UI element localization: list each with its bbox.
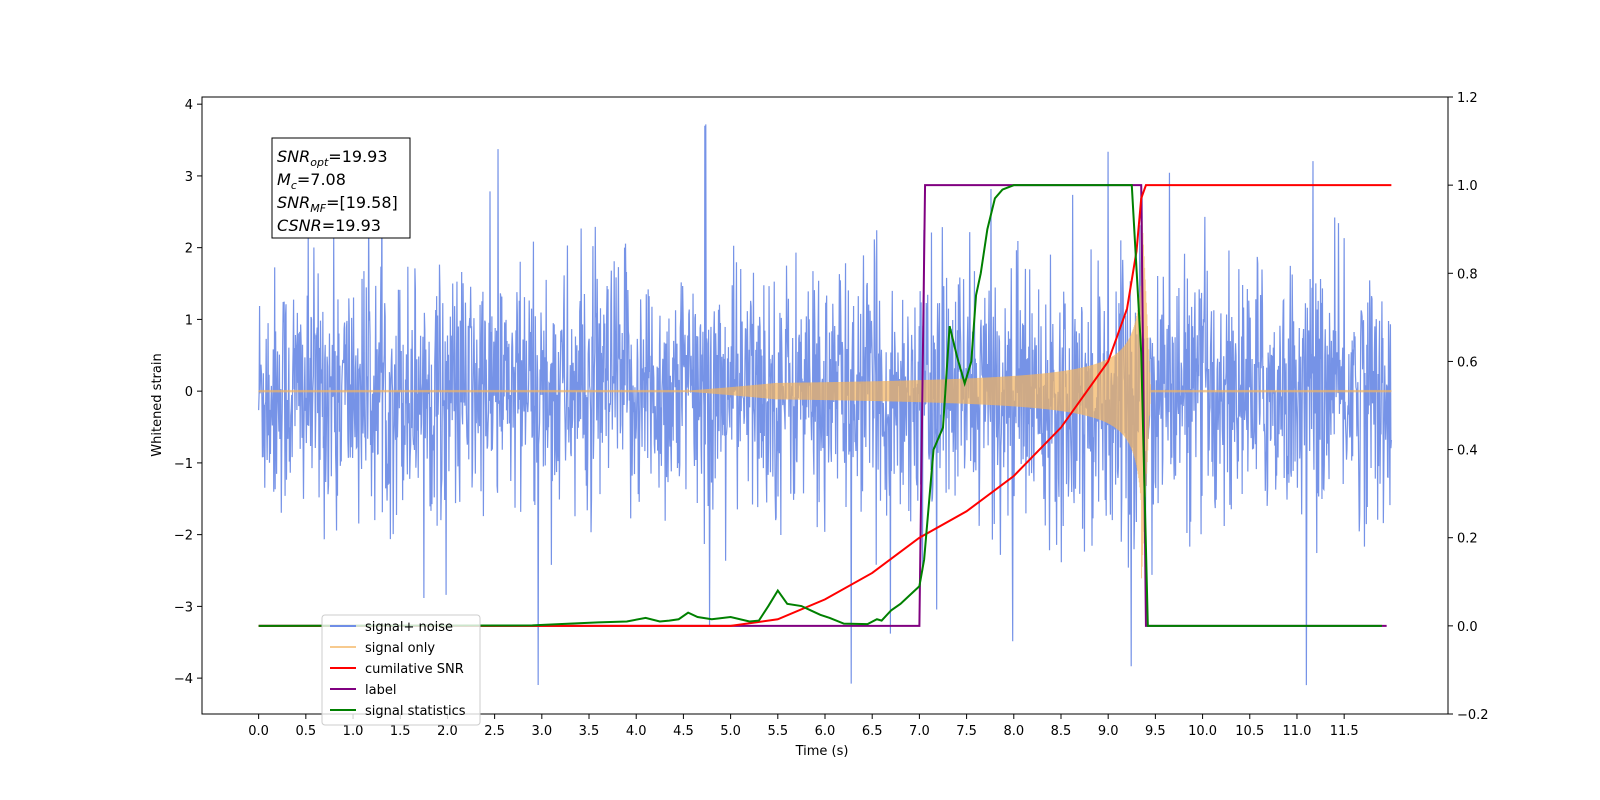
x-tick-label: 0.0 xyxy=(248,724,269,739)
x-tick-label: 7.5 xyxy=(956,724,977,739)
y-tick-label: 0 xyxy=(185,385,193,400)
y-axis-left: 4 3 2 1 0 −1 −2 −3 −4 xyxy=(174,98,202,687)
series-signal-only-line xyxy=(258,198,1392,579)
y-axis-title: Whitened strain xyxy=(150,353,165,456)
y-tick-label: −1 xyxy=(174,457,193,472)
x-tick-label: 6.5 xyxy=(862,724,883,739)
y2-tick-label: 0.8 xyxy=(1457,267,1478,282)
x-axis-title: Time (s) xyxy=(795,744,849,759)
legend-label: label xyxy=(365,683,396,698)
x-tick-label: 3.5 xyxy=(579,724,600,739)
y2-tick-label: −0.2 xyxy=(1457,708,1489,723)
annotation-line: SNRMF=[19.58] xyxy=(277,193,398,215)
x-tick-label: 0.5 xyxy=(295,724,316,739)
x-tick-label: 6.0 xyxy=(815,724,836,739)
x-tick-label: 11.5 xyxy=(1330,724,1359,739)
annotation-line: CSNR=19.93 xyxy=(277,216,381,235)
legend-label: signal only xyxy=(365,641,435,656)
legend-label: signal statistics xyxy=(365,704,466,719)
plot-area xyxy=(258,124,1392,686)
x-tick-label: 4.5 xyxy=(673,724,694,739)
x-tick-label: 1.0 xyxy=(343,724,364,739)
x-tick-label: 10.0 xyxy=(1188,724,1217,739)
y-tick-label: −3 xyxy=(174,600,193,615)
y2-tick-label: 0.4 xyxy=(1457,444,1478,459)
x-tick-label: 4.0 xyxy=(626,724,647,739)
y2-tick-label: 1.0 xyxy=(1457,179,1478,194)
y-axis-right: 1.2 1.0 0.8 0.6 0.4 0.2 0.0 −0.2 xyxy=(1448,91,1489,723)
y2-tick-label: 0.2 xyxy=(1457,532,1478,547)
x-tick-label: 1.5 xyxy=(390,724,411,739)
y2-tick-label: 1.2 xyxy=(1457,91,1478,106)
series-signal-noise-line xyxy=(258,124,1392,686)
series-cumulative-snr-line xyxy=(258,184,1392,627)
x-axis: 0.0 0.5 1.0 1.5 2.0 2.5 3.0 3.5 4.0 4.5 5.0 5.5 6.0 6… xyxy=(248,714,1359,739)
x-tick-label: 5.0 xyxy=(720,724,741,739)
y-tick-label: 4 xyxy=(185,98,193,113)
x-tick-label: 9.5 xyxy=(1145,724,1166,739)
x-tick-label: 9.0 xyxy=(1098,724,1119,739)
legend-frame xyxy=(321,614,481,726)
annotation-box: SNRopt=19.93Mc=7.08SNRMF=[19.58]CSNR=19.… xyxy=(271,137,411,239)
x-tick-label: 3.0 xyxy=(531,724,552,739)
legend-label: signal+ noise xyxy=(365,620,453,635)
x-tick-label: 2.0 xyxy=(437,724,458,739)
x-tick-label: 8.0 xyxy=(1003,724,1024,739)
x-tick-label: 2.5 xyxy=(484,724,505,739)
x-tick-label: 10.5 xyxy=(1235,724,1264,739)
y-tick-label: −4 xyxy=(174,672,193,687)
y-tick-label: 1 xyxy=(185,313,193,328)
series-signal-statistics-line xyxy=(258,184,1382,627)
y-tick-label: 3 xyxy=(185,170,193,185)
annotation-line: SNRopt=19.93 xyxy=(277,147,388,169)
legend: signal+ noise signal only cumilative SNR la… xyxy=(321,614,481,726)
x-tick-label: 11.0 xyxy=(1282,724,1311,739)
y-tick-label: −2 xyxy=(174,529,193,544)
x-tick-label: 7.0 xyxy=(909,724,930,739)
y2-tick-label: 0.0 xyxy=(1457,620,1478,635)
x-tick-label: 5.5 xyxy=(767,724,788,739)
annotation-line: Mc=7.08 xyxy=(277,170,346,192)
annotation-frame xyxy=(271,137,411,239)
x-tick-label: 8.5 xyxy=(1051,724,1072,739)
y2-tick-label: 0.6 xyxy=(1457,355,1478,370)
y-tick-label: 2 xyxy=(185,242,193,257)
legend-label: cumilative SNR xyxy=(365,662,464,677)
